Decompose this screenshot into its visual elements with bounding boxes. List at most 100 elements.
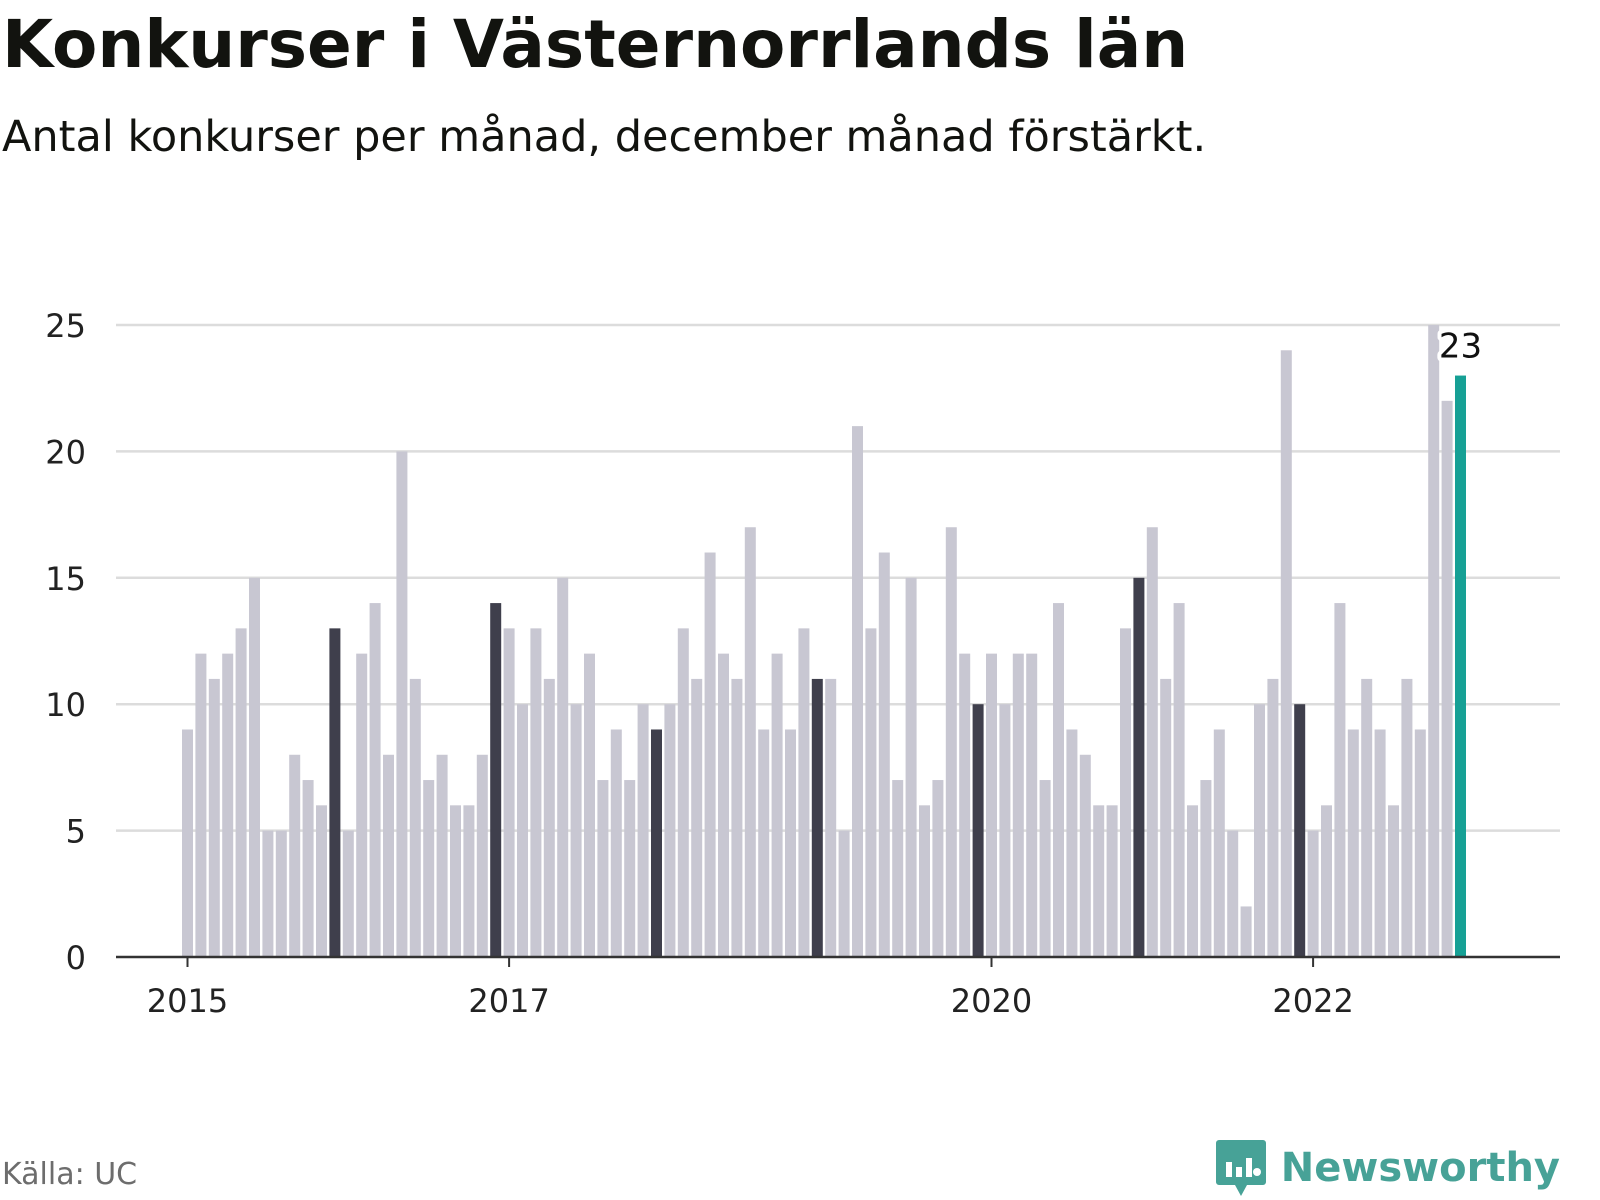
bar xyxy=(1267,678,1279,957)
bar xyxy=(1093,805,1105,957)
bar xyxy=(932,780,944,957)
bar xyxy=(503,628,515,957)
bar xyxy=(1441,400,1453,958)
bar xyxy=(1146,527,1158,957)
y-tick-label: 15 xyxy=(45,560,86,598)
bar xyxy=(1414,729,1426,957)
bar xyxy=(771,653,783,957)
bar xyxy=(329,628,341,957)
y-tick-label: 25 xyxy=(45,307,86,345)
bar xyxy=(1213,729,1225,957)
bar xyxy=(275,830,287,957)
bar xyxy=(409,678,421,957)
bar xyxy=(182,729,193,957)
bar xyxy=(463,805,475,957)
chart-title: Konkurser i Västernorrlands län xyxy=(2,6,1189,83)
bar xyxy=(758,729,770,957)
bar xyxy=(838,830,850,957)
source-label: Källa: UC xyxy=(2,1157,138,1192)
bar xyxy=(1388,805,1399,957)
bar xyxy=(316,805,327,957)
bar xyxy=(342,830,354,957)
bar xyxy=(785,729,796,957)
bar xyxy=(208,678,220,957)
bar xyxy=(637,704,649,957)
bar xyxy=(450,805,461,957)
bar xyxy=(235,628,247,957)
bar xyxy=(1200,780,1212,957)
x-tick-label: 2020 xyxy=(951,982,1032,1020)
bar xyxy=(517,704,528,957)
bar xyxy=(1428,325,1440,957)
bar xyxy=(356,653,368,957)
x-tick-label: 2017 xyxy=(468,982,549,1020)
bar xyxy=(878,552,890,957)
bar xyxy=(1053,603,1064,957)
bar xyxy=(195,653,207,957)
bar xyxy=(610,729,622,957)
bar xyxy=(222,653,234,957)
y-tick-label: 10 xyxy=(45,686,86,724)
bar xyxy=(1160,678,1172,957)
bar xyxy=(651,729,662,957)
bar xyxy=(1079,754,1091,957)
bar xyxy=(302,780,314,957)
bar xyxy=(1120,628,1131,957)
latest-value-label: 23 xyxy=(1439,327,1482,367)
x-tick-label: 2022 xyxy=(1272,982,1353,1020)
bar xyxy=(1173,603,1185,957)
bar xyxy=(1227,830,1239,957)
bar xyxy=(1012,653,1024,957)
brand-logo: Newsworthy xyxy=(1215,1138,1560,1198)
chart-subtitle: Antal konkurser per månad, december måna… xyxy=(2,112,1207,162)
bar xyxy=(704,552,716,957)
brand-name: Newsworthy xyxy=(1280,1145,1560,1191)
bar xyxy=(557,577,569,957)
bar xyxy=(905,577,917,957)
bar xyxy=(1294,704,1306,957)
bar xyxy=(570,704,582,957)
bar xyxy=(1240,906,1252,957)
bar xyxy=(396,451,408,957)
bar xyxy=(1321,805,1332,957)
bar xyxy=(624,780,636,957)
bar xyxy=(945,527,957,957)
bar xyxy=(972,704,984,957)
bar xyxy=(892,780,904,957)
bar xyxy=(383,754,394,957)
bar xyxy=(986,653,997,957)
newsworthy-logo-icon xyxy=(1215,1140,1266,1196)
bar xyxy=(677,628,689,957)
bar xyxy=(1334,603,1346,957)
bar xyxy=(436,754,448,957)
bar xyxy=(289,754,301,957)
bar xyxy=(476,754,488,957)
bar xyxy=(744,527,756,957)
bar xyxy=(1361,678,1373,957)
bar xyxy=(1401,678,1413,957)
bar xyxy=(1106,805,1118,957)
bar xyxy=(1133,577,1145,957)
bar xyxy=(530,628,542,957)
bar xyxy=(1307,830,1319,957)
bar xyxy=(999,704,1011,957)
bar xyxy=(369,603,381,957)
bar xyxy=(718,653,729,957)
bar xyxy=(811,678,823,957)
bar xyxy=(664,704,676,957)
bar xyxy=(852,426,863,957)
bar xyxy=(262,830,274,957)
bar xyxy=(423,780,435,957)
bar xyxy=(597,780,609,957)
bar xyxy=(1374,729,1386,957)
bar xyxy=(1280,350,1292,957)
bar xyxy=(1066,729,1078,957)
bar xyxy=(1026,653,1038,957)
bar xyxy=(798,628,810,957)
bar xyxy=(1347,729,1359,957)
y-tick-label: 20 xyxy=(45,433,86,471)
bar xyxy=(919,805,930,957)
bar xyxy=(1455,375,1466,957)
bar xyxy=(959,653,971,957)
